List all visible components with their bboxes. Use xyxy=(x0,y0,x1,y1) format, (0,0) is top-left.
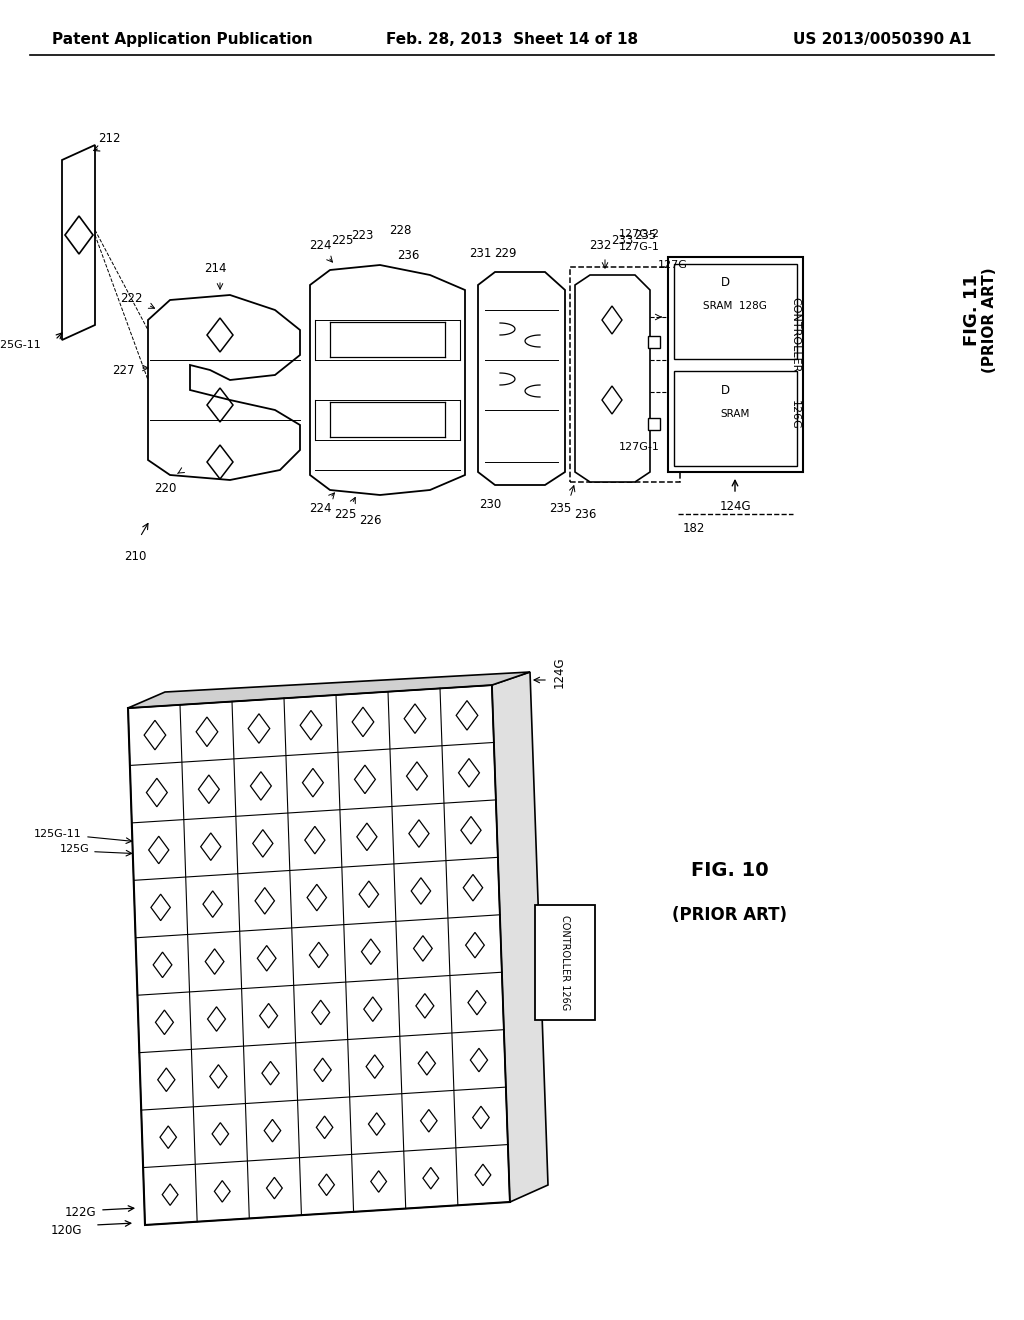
Text: 227: 227 xyxy=(113,363,135,376)
Text: 125G: 125G xyxy=(60,843,90,854)
Text: 230: 230 xyxy=(479,498,501,511)
Text: D: D xyxy=(721,384,729,397)
Polygon shape xyxy=(310,265,465,495)
Text: 212: 212 xyxy=(98,132,121,145)
Text: Patent Application Publication: Patent Application Publication xyxy=(52,32,312,48)
Text: FIG. 10: FIG. 10 xyxy=(691,861,769,879)
Text: 220: 220 xyxy=(154,482,176,495)
Text: 225: 225 xyxy=(334,508,356,521)
Text: 126G: 126G xyxy=(790,400,800,430)
Bar xyxy=(674,264,797,359)
Text: 236: 236 xyxy=(397,249,419,261)
Bar xyxy=(535,906,595,1020)
Text: 127G-1: 127G-1 xyxy=(620,242,660,252)
Text: (PRIOR ART): (PRIOR ART) xyxy=(982,267,997,372)
Text: 224: 224 xyxy=(309,502,331,515)
Text: 127G-2: 127G-2 xyxy=(618,228,660,239)
Bar xyxy=(668,257,803,473)
Text: 124G: 124G xyxy=(553,656,566,688)
Text: 233: 233 xyxy=(611,234,633,247)
Text: Feb. 28, 2013  Sheet 14 of 18: Feb. 28, 2013 Sheet 14 of 18 xyxy=(386,32,638,48)
Text: 120G: 120G xyxy=(50,1224,82,1237)
Text: US 2013/0050390 A1: US 2013/0050390 A1 xyxy=(794,32,972,48)
Text: SRAM  128G: SRAM 128G xyxy=(703,301,767,312)
Text: 127G-1: 127G-1 xyxy=(620,442,660,451)
Text: 236: 236 xyxy=(573,508,596,521)
Polygon shape xyxy=(62,145,95,341)
Text: 229: 229 xyxy=(494,247,516,260)
Polygon shape xyxy=(128,685,510,1225)
Text: 125G-11: 125G-11 xyxy=(0,341,42,350)
Text: 124G: 124G xyxy=(719,500,751,513)
Text: CONTROLLER: CONTROLLER xyxy=(790,297,800,372)
Text: 223: 223 xyxy=(351,228,373,242)
Text: CONTROLLER 126G: CONTROLLER 126G xyxy=(560,915,570,1011)
Text: 224: 224 xyxy=(309,239,331,252)
Text: 232: 232 xyxy=(589,239,611,252)
Text: 235: 235 xyxy=(549,502,571,515)
Text: 214: 214 xyxy=(204,261,226,275)
Text: 222: 222 xyxy=(121,292,143,305)
Text: 127G: 127G xyxy=(658,260,688,271)
Text: 182: 182 xyxy=(683,521,706,535)
Text: 228: 228 xyxy=(389,224,412,238)
Text: 231: 231 xyxy=(469,247,492,260)
Text: 125G-11: 125G-11 xyxy=(34,829,82,838)
Bar xyxy=(674,371,797,466)
Text: FIG. 11: FIG. 11 xyxy=(963,275,981,346)
Polygon shape xyxy=(575,275,650,482)
Polygon shape xyxy=(492,672,548,1203)
Polygon shape xyxy=(478,272,565,484)
Text: 235: 235 xyxy=(634,228,656,242)
Polygon shape xyxy=(128,672,530,708)
Bar xyxy=(648,337,660,348)
Text: 226: 226 xyxy=(358,513,381,527)
Text: 122G: 122G xyxy=(65,1205,96,1218)
Text: D: D xyxy=(721,276,729,289)
Text: SRAM: SRAM xyxy=(720,409,750,418)
Text: 225: 225 xyxy=(331,234,353,247)
Text: (PRIOR ART): (PRIOR ART) xyxy=(673,906,787,924)
Text: 210: 210 xyxy=(124,550,146,564)
Bar xyxy=(570,267,680,482)
Polygon shape xyxy=(148,294,300,480)
Bar xyxy=(648,418,660,430)
